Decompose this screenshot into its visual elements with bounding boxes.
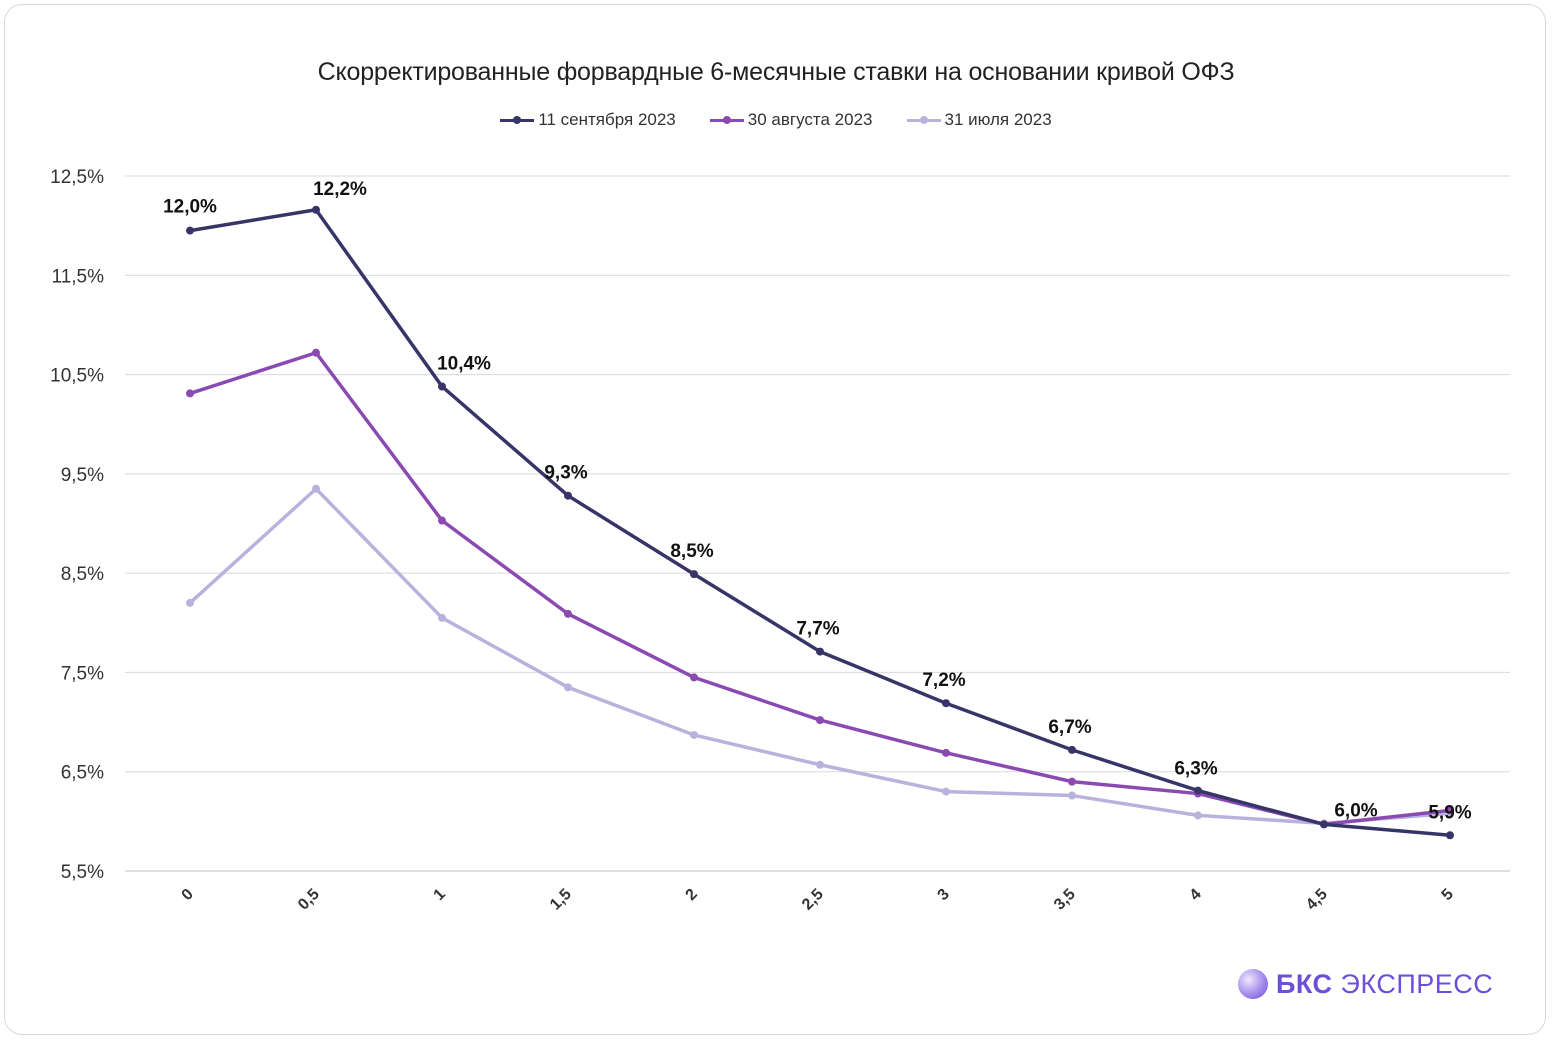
data-point: [942, 699, 950, 708]
legend-label-jul: 31 июля 2023: [944, 110, 1052, 129]
data-label: 5,9%: [1428, 802, 1471, 823]
legend-entry-sep: 11 сентября 2023: [500, 110, 676, 130]
data-label: 9,3%: [544, 463, 587, 484]
data-label: 7,2%: [922, 670, 965, 691]
data-point: [816, 760, 824, 769]
data-point: [942, 748, 950, 757]
series-line: [188, 350, 1452, 827]
x-tick-label: 1: [431, 886, 449, 904]
x-tick-label: 1,5: [547, 886, 575, 914]
data-point: [1194, 786, 1202, 795]
data-label: 6,7%: [1048, 717, 1091, 738]
series-line: [188, 208, 1452, 838]
data-point: [816, 647, 824, 656]
data-point: [1320, 820, 1328, 829]
data-point: [1068, 791, 1076, 800]
data-point: [186, 226, 194, 235]
data-point: [1446, 806, 1454, 815]
data-point: [312, 205, 320, 214]
legend-entry-aug: 30 августа 2023: [709, 110, 873, 130]
x-tick-label: 4,5: [1303, 886, 1331, 914]
data-point: [312, 484, 320, 493]
y-tick-label: 5,5%: [61, 862, 104, 883]
legend-entry-jul: 31 июля 2023: [906, 110, 1052, 130]
x-tick-label: 3,5: [1051, 886, 1079, 914]
bks-express-logo: БКС ЭКСПРЕСС: [1238, 966, 1493, 1002]
data-label: 8,5%: [670, 541, 713, 562]
data-point: [564, 491, 572, 500]
data-point: [186, 389, 194, 398]
logo-brand-rest: ЭКСПРЕСС: [1340, 968, 1494, 999]
legend-label-sep: 11 сентября 2023: [538, 110, 676, 129]
data-point: [564, 683, 572, 692]
x-tick-label: 0: [179, 886, 197, 904]
data-point: [690, 730, 698, 739]
logo-text: БКС ЭКСПРЕСС: [1276, 969, 1493, 1000]
data-label: 12,0%: [163, 197, 217, 218]
x-tick-label: 2,5: [799, 886, 827, 914]
logo-orb-icon: [1238, 969, 1268, 999]
data-point: [1068, 745, 1076, 754]
y-tick-label: 11,5%: [52, 266, 105, 287]
data-point: [312, 348, 320, 357]
data-label: 10,4%: [437, 353, 491, 374]
data-label: 12,2%: [313, 179, 367, 200]
data-point: [438, 382, 446, 391]
chart-title: Скорректированные форвардные 6-месячные …: [317, 58, 1235, 86]
x-tick-label: 4: [1187, 886, 1205, 904]
logo-brand-bold: БКС: [1276, 968, 1333, 999]
data-point: [186, 598, 194, 607]
data-label: 6,3%: [1174, 759, 1217, 780]
data-point: [564, 609, 572, 618]
chart-legend: 11 сентября 2023 30 августа 2023 31 июля…: [0, 110, 1552, 130]
data-point: [1194, 811, 1202, 820]
y-tick-label: 12,5%: [50, 167, 104, 188]
y-tick-label: 6,5%: [61, 763, 104, 784]
legend-swatch-sep: [500, 115, 535, 124]
data-point: [438, 613, 446, 622]
x-tick-label: 3: [935, 886, 953, 904]
data-point: [690, 570, 698, 579]
data-point: [690, 673, 698, 682]
y-tick-label: 8,5%: [61, 564, 104, 585]
data-point: [1068, 777, 1076, 786]
x-tick-label: 0,5: [295, 886, 323, 914]
x-tick-label: 5: [1439, 886, 1457, 904]
y-tick-label: 9,5%: [61, 465, 104, 486]
y-tick-label: 7,5%: [61, 663, 104, 684]
y-tick-label: 10,5%: [50, 366, 104, 387]
x-tick-label: 2: [683, 886, 701, 904]
legend-label-aug: 30 августа 2023: [747, 110, 873, 129]
series-line: [188, 487, 1452, 826]
data-point: [816, 716, 824, 725]
data-point: [438, 516, 446, 525]
legend-swatch-aug: [709, 115, 744, 124]
data-point: [1446, 831, 1454, 840]
data-label: 7,7%: [796, 619, 839, 640]
legend-swatch-jul: [906, 115, 941, 124]
data-point: [942, 787, 950, 796]
data-label: 6,0%: [1334, 800, 1377, 821]
